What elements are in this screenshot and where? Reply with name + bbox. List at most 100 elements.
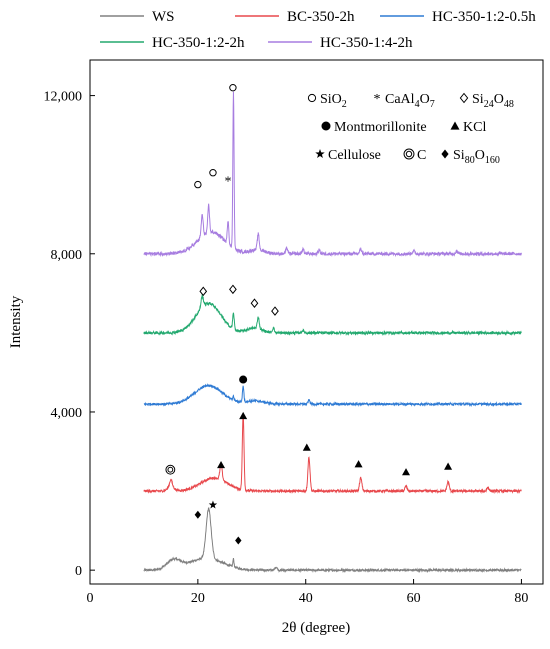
- legend-item: HC-350-1:4-2h: [268, 35, 413, 51]
- marker-glyph: [229, 83, 237, 92]
- key-label: Si80O160: [453, 148, 500, 166]
- series-line: [143, 413, 522, 494]
- marker-glyph: [194, 180, 202, 189]
- marker-glyph: [307, 93, 317, 103]
- double-circle-icon: [403, 148, 415, 160]
- filled-circle-icon: [321, 121, 331, 131]
- x-axis-title: 2θ (degree): [282, 620, 350, 636]
- key-label: Si24O48: [472, 92, 514, 110]
- filled-diamond-icon: [441, 149, 449, 159]
- marker-glyph: [250, 298, 259, 309]
- filled-diamond-icon: [235, 536, 242, 545]
- triangle-icon: [354, 460, 363, 468]
- legend-label: HC-350-1:2-2h: [152, 35, 245, 51]
- x-tick-label: 40: [299, 591, 313, 606]
- legend-label: WS: [152, 9, 175, 25]
- y-tick-label: 4,000: [51, 406, 83, 421]
- marker-glyph: [239, 411, 248, 420]
- y-tick-label: 12,000: [44, 90, 83, 105]
- key-label: Cellulose: [328, 148, 381, 163]
- series-line: [143, 383, 522, 408]
- triangle-icon: [402, 468, 411, 476]
- marker-glyph: [354, 460, 363, 468]
- x-tick-label: 0: [87, 591, 94, 606]
- y-axis-title: Intensity: [8, 295, 24, 348]
- marker-glyph: [165, 464, 176, 475]
- x-tick-label: 60: [407, 591, 421, 606]
- marker-glyph: *: [225, 175, 232, 190]
- legend-label: BC-350-2h: [287, 9, 355, 25]
- marker-glyph: [315, 149, 325, 158]
- open-circle-icon: [194, 180, 202, 189]
- key-label: SiO2: [320, 92, 347, 110]
- marker-glyph: [229, 284, 237, 295]
- legend-label: HC-350-1:4-2h: [320, 35, 413, 51]
- marker-glyph: [217, 460, 226, 469]
- key-label: KCl: [463, 120, 486, 135]
- star-icon: [208, 500, 218, 509]
- marker-glyph: [271, 306, 279, 316]
- legend-item: BC-350-2h: [235, 9, 355, 25]
- double-circle-inner: [167, 466, 174, 473]
- marker-glyph: [441, 149, 449, 159]
- open-diamond-icon: [229, 284, 237, 295]
- series-layer: [143, 91, 522, 574]
- star-icon: [315, 149, 325, 158]
- double-circle-icon: [165, 464, 176, 475]
- asterisk-icon: *: [225, 175, 232, 190]
- key-item: C: [403, 148, 426, 163]
- key-item: Cellulose: [315, 148, 381, 163]
- series-line: [143, 506, 522, 574]
- filled-circle-icon: [239, 375, 248, 384]
- marker-glyph: [402, 468, 411, 476]
- axes: 0 20 40 60 80 0 4,000 8,000 12,000: [44, 90, 529, 606]
- legend-item: HC-350-1:2-2h: [100, 35, 245, 51]
- triangle-icon: [302, 443, 311, 451]
- open-diamond-icon: [250, 298, 259, 309]
- double-circle-inner: [405, 150, 413, 158]
- plot-frame: [89, 59, 544, 585]
- y-tick-label: 0: [75, 564, 82, 579]
- marker-glyph: [321, 121, 331, 131]
- filled-diamond-icon: [194, 510, 202, 519]
- peak-markers: *: [165, 83, 453, 545]
- marker-glyph: [239, 375, 248, 384]
- marker-glyph: [302, 443, 311, 451]
- marker-glyph: [403, 148, 415, 160]
- phase-key: SiO2 * CaAl4O7 Si24O48 Montmorillonite KCl Cel…: [307, 92, 514, 166]
- legend-label: HC-350-1:2-0.5h: [432, 9, 536, 25]
- triangle-icon: [239, 411, 248, 420]
- key-item: * CaAl4O7: [374, 92, 435, 110]
- open-diamond-icon: [271, 306, 279, 316]
- key-item: KCl: [450, 120, 486, 135]
- open-diamond-icon: [459, 92, 469, 104]
- series-line: [143, 293, 522, 337]
- open-circle-icon: [229, 83, 237, 92]
- marker-glyph: [444, 462, 453, 470]
- key-label: C: [417, 148, 426, 163]
- marker-glyph: [199, 286, 208, 297]
- triangle-icon: [217, 460, 226, 469]
- open-diamond-icon: [199, 286, 208, 297]
- key-item: SiO2: [307, 92, 347, 110]
- x-tick-label: 20: [191, 591, 205, 606]
- key-label: CaAl4O7: [385, 92, 435, 110]
- key-label: Montmorillonite: [334, 120, 427, 135]
- series-line: [143, 91, 522, 258]
- triangle-icon: [444, 462, 453, 470]
- y-tick-label: 8,000: [51, 248, 83, 263]
- marker-glyph: *: [374, 92, 381, 107]
- key-item: Montmorillonite: [321, 120, 427, 135]
- legend-item: HC-350-1:2-0.5h: [380, 9, 536, 25]
- key-item: Si80O160: [441, 148, 500, 166]
- x-tick-label: 80: [514, 591, 528, 606]
- key-item: Si24O48: [459, 92, 514, 110]
- asterisk-icon: *: [374, 92, 381, 107]
- open-circle-icon: [307, 93, 317, 103]
- marker-glyph: [235, 536, 242, 545]
- marker-glyph: [208, 500, 218, 509]
- legend-item: WS: [100, 9, 175, 25]
- marker-glyph: [459, 92, 469, 104]
